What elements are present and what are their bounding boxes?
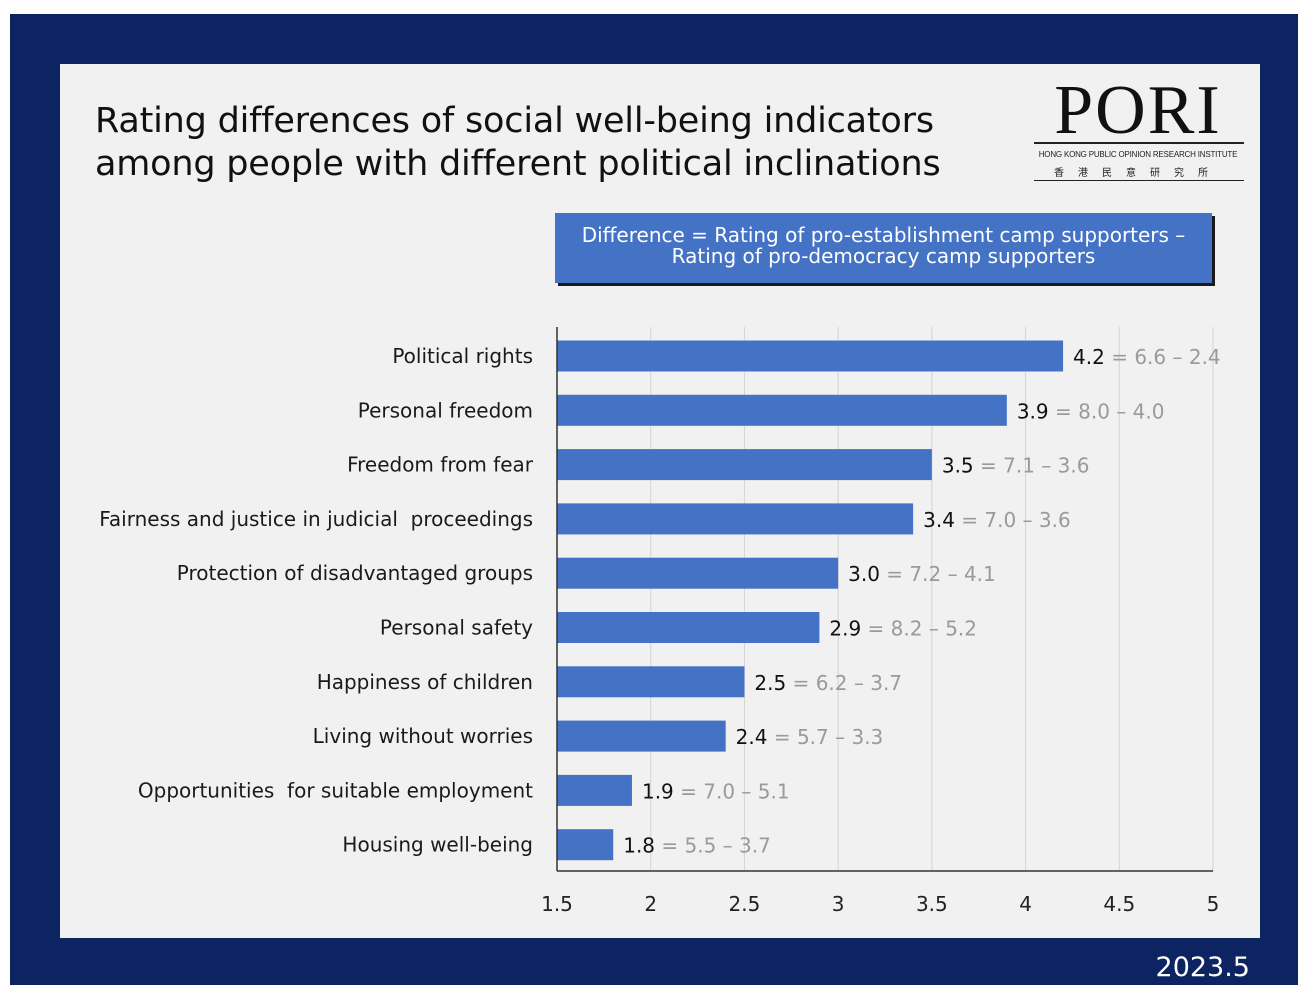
data-label-value: 1.9 — [642, 779, 674, 803]
data-label-formula: = 8.0 – 4.0 — [1049, 399, 1165, 423]
x-tick-label: 3.5 — [916, 892, 948, 916]
bar — [557, 720, 726, 752]
bar — [557, 774, 632, 806]
chart-title: Rating differences of social well-being … — [95, 100, 995, 186]
difference-definition-box: Difference = Rating of pro-establishment… — [555, 213, 1212, 283]
definition-line-2: Rating of pro-democracy camp supporters — [671, 244, 1096, 268]
x-tick-label: 4.5 — [1103, 892, 1135, 916]
pori-logo: PORI HONG KONG PUBLIC OPINION RESEARCH I… — [1030, 76, 1246, 186]
bar — [557, 612, 820, 643]
x-tick-label: 2.5 — [729, 892, 761, 916]
x-tick-label: 4 — [1019, 892, 1032, 916]
data-label: 2.9 = 8.2 – 5.2 — [829, 617, 977, 641]
data-label-value: 2.4 — [736, 725, 768, 749]
survey-date: 2023.5 — [1155, 952, 1250, 983]
data-label-value: 2.9 — [829, 617, 861, 641]
data-label-formula: = 7.0 – 5.1 — [674, 779, 790, 803]
data-label-formula: = 7.0 – 3.6 — [955, 508, 1071, 532]
category-label: Protection of disadvantaged groups — [177, 561, 533, 585]
data-label: 3.4 = 7.0 – 3.6 — [923, 508, 1071, 532]
category-label: Personal safety — [380, 616, 533, 640]
pori-logo-english-name: HONG KONG PUBLIC OPINION RESEARCH INSTIT… — [1038, 150, 1238, 159]
data-label-value: 2.5 — [754, 671, 786, 695]
data-label: 3.5 = 7.1 – 3.6 — [942, 454, 1090, 478]
category-labels: Political rights Personal freedom Freedom … — [99, 344, 534, 857]
data-label-value: 3.0 — [848, 562, 880, 586]
bars — [557, 340, 1064, 861]
category-label: Fairness and justice in judicial proceed… — [99, 507, 533, 531]
data-label-formula: = 5.7 – 3.3 — [767, 725, 883, 749]
data-label: 1.8 = 5.5 – 3.7 — [623, 834, 771, 858]
category-label: Housing well-being — [342, 833, 533, 857]
bar — [557, 557, 839, 589]
logo-divider-top — [1034, 142, 1244, 144]
bar — [557, 666, 745, 698]
bar — [557, 394, 1007, 426]
data-label-formula: = 7.2 – 4.1 — [880, 562, 996, 586]
category-label: Opportunities for suitable employment — [138, 778, 533, 802]
category-label: Freedom from fear — [347, 453, 534, 477]
data-label: 3.0 = 7.2 – 4.1 — [848, 562, 996, 586]
data-label: 3.9 = 8.0 – 4.0 — [1017, 399, 1165, 423]
bar — [557, 829, 614, 861]
bar — [557, 503, 914, 535]
chart-title-line-2: among people with different political in… — [95, 144, 941, 184]
x-tick-label: 2 — [644, 892, 657, 916]
value-labels: 4.2 = 6.6 – 2.4 3.9 = 8.0 – 4.0 3.5 = 7.1 … — [623, 345, 1220, 858]
bar — [557, 449, 932, 481]
category-label: Living without worries — [313, 724, 533, 748]
data-label-formula: = 6.2 – 3.7 — [786, 671, 902, 695]
data-label-value: 3.5 — [942, 454, 974, 478]
data-label: 4.2 = 6.6 – 2.4 — [1073, 345, 1221, 369]
data-label: 2.4 = 5.7 – 3.3 — [736, 725, 884, 749]
pori-logo-wordmark: PORI — [1054, 72, 1222, 149]
category-label: Personal freedom — [358, 398, 533, 422]
data-label-formula: = 8.2 – 5.2 — [861, 617, 977, 641]
data-label-value: 3.4 — [923, 508, 955, 532]
logo-divider-bottom — [1034, 180, 1244, 181]
category-label: Political rights — [392, 344, 533, 368]
definition-line-1: Difference = Rating of pro-establishment… — [581, 223, 1186, 247]
x-tick-label: 3 — [832, 892, 845, 916]
bar — [557, 340, 1064, 372]
data-label-formula: = 6.6 – 2.4 — [1105, 345, 1221, 369]
chart-title-line-1: Rating differences of social well-being … — [95, 101, 934, 141]
pori-logo-chinese-name: 香港民意研究所 — [1054, 168, 1222, 179]
category-label: Happiness of children — [317, 670, 533, 694]
x-tick-label: 1.5 — [541, 892, 573, 916]
axes — [556, 327, 1213, 872]
data-label-formula: = 5.5 – 3.7 — [655, 834, 771, 858]
data-label-value: 1.8 — [623, 834, 655, 858]
slide-panel — [60, 64, 1260, 938]
data-label: 2.5 = 6.2 – 3.7 — [754, 671, 902, 695]
data-label-value: 3.9 — [1017, 399, 1049, 423]
x-tick-labels: 1.5 2 2.5 3 3.5 4 4.5 5 — [541, 892, 1219, 916]
x-tick-label: 5 — [1207, 892, 1220, 916]
data-label-formula: = 7.1 – 3.6 — [974, 454, 1090, 478]
data-label: 1.9 = 7.0 – 5.1 — [642, 779, 790, 803]
data-label-value: 4.2 — [1073, 345, 1105, 369]
